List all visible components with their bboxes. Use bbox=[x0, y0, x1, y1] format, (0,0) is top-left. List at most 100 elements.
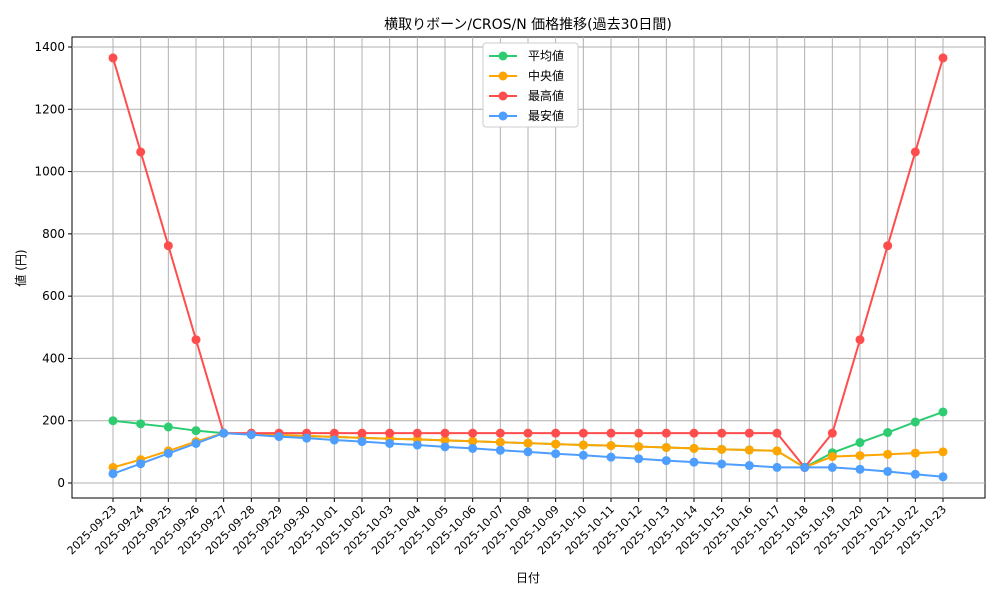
data-point bbox=[495, 445, 505, 455]
data-point bbox=[772, 428, 782, 438]
x-axis-label: 日付 bbox=[516, 571, 540, 585]
data-point bbox=[744, 428, 754, 438]
data-point bbox=[274, 432, 284, 442]
data-point bbox=[523, 438, 533, 448]
legend-label: 最高値 bbox=[528, 88, 564, 103]
data-point bbox=[855, 464, 865, 474]
data-point bbox=[744, 461, 754, 471]
data-point bbox=[191, 426, 201, 436]
data-point bbox=[910, 417, 920, 427]
legend-label: 最安値 bbox=[528, 108, 564, 123]
legend-box bbox=[482, 42, 579, 128]
data-point bbox=[717, 459, 727, 469]
y-tick-label: 1200 bbox=[34, 102, 65, 116]
data-point bbox=[357, 437, 367, 447]
y-tick-label: 200 bbox=[42, 414, 65, 428]
legend-label: 平均値 bbox=[528, 48, 564, 63]
data-point bbox=[689, 443, 699, 453]
data-point bbox=[855, 335, 865, 345]
data-point bbox=[136, 147, 146, 157]
data-point bbox=[329, 435, 339, 445]
data-point bbox=[578, 428, 588, 438]
y-axis-label: 値 (円) bbox=[13, 249, 28, 286]
data-point bbox=[468, 436, 478, 446]
data-point bbox=[385, 428, 395, 438]
y-tick-label: 400 bbox=[42, 351, 65, 365]
data-point bbox=[910, 469, 920, 479]
data-point bbox=[108, 462, 118, 472]
legend-marker bbox=[498, 91, 508, 101]
data-point bbox=[136, 459, 146, 469]
data-point bbox=[827, 462, 837, 472]
data-point bbox=[163, 422, 173, 432]
data-point bbox=[440, 435, 450, 445]
data-point bbox=[855, 438, 865, 448]
y-tick-label: 1000 bbox=[34, 165, 65, 179]
data-point bbox=[689, 457, 699, 467]
data-point bbox=[661, 456, 671, 466]
data-point bbox=[385, 438, 395, 448]
data-point bbox=[634, 454, 644, 464]
data-point bbox=[551, 449, 561, 459]
data-point bbox=[910, 147, 920, 157]
data-point bbox=[108, 469, 118, 479]
data-point bbox=[772, 462, 782, 472]
data-point bbox=[468, 443, 478, 453]
y-tick-label: 600 bbox=[42, 289, 65, 303]
data-point bbox=[634, 442, 644, 452]
data-point bbox=[551, 428, 561, 438]
data-point bbox=[606, 428, 616, 438]
data-point bbox=[468, 428, 478, 438]
data-point bbox=[495, 428, 505, 438]
data-point bbox=[883, 241, 893, 251]
data-point bbox=[163, 448, 173, 458]
data-point bbox=[440, 428, 450, 438]
legend-marker bbox=[498, 71, 508, 81]
data-point bbox=[883, 449, 893, 459]
data-point bbox=[412, 440, 422, 450]
data-point bbox=[744, 445, 754, 455]
data-point bbox=[246, 430, 256, 440]
data-point bbox=[551, 439, 561, 449]
data-point bbox=[938, 472, 948, 482]
data-point bbox=[772, 446, 782, 456]
data-point bbox=[329, 428, 339, 438]
data-point bbox=[606, 452, 616, 462]
y-tick-label: 1400 bbox=[34, 40, 65, 54]
data-point bbox=[910, 448, 920, 458]
data-point bbox=[883, 428, 893, 438]
data-point bbox=[136, 419, 146, 429]
data-point bbox=[634, 428, 644, 438]
data-point bbox=[191, 335, 201, 345]
data-point bbox=[661, 428, 671, 438]
y-tick-label: 800 bbox=[42, 227, 65, 241]
data-point bbox=[523, 428, 533, 438]
data-point bbox=[827, 428, 837, 438]
legend-marker bbox=[498, 111, 508, 121]
data-point bbox=[163, 241, 173, 251]
data-point bbox=[108, 416, 118, 426]
data-point bbox=[717, 444, 727, 454]
data-point bbox=[938, 447, 948, 457]
legend-label: 中央値 bbox=[528, 68, 564, 83]
data-point bbox=[440, 442, 450, 452]
data-point bbox=[938, 53, 948, 63]
data-point bbox=[938, 407, 948, 417]
data-point bbox=[412, 428, 422, 438]
data-point bbox=[302, 433, 312, 443]
data-point bbox=[108, 53, 118, 63]
y-tick-label: 0 bbox=[57, 476, 65, 490]
data-point bbox=[523, 447, 533, 457]
data-point bbox=[827, 452, 837, 462]
legend-marker bbox=[498, 51, 508, 61]
data-point bbox=[717, 428, 727, 438]
data-point bbox=[357, 428, 367, 438]
data-point bbox=[578, 440, 588, 450]
data-point bbox=[606, 441, 616, 451]
data-point bbox=[689, 428, 699, 438]
chart-title: 横取りボーン/CROS/N 価格推移(過去30日間) bbox=[384, 17, 672, 33]
data-point bbox=[800, 462, 810, 472]
